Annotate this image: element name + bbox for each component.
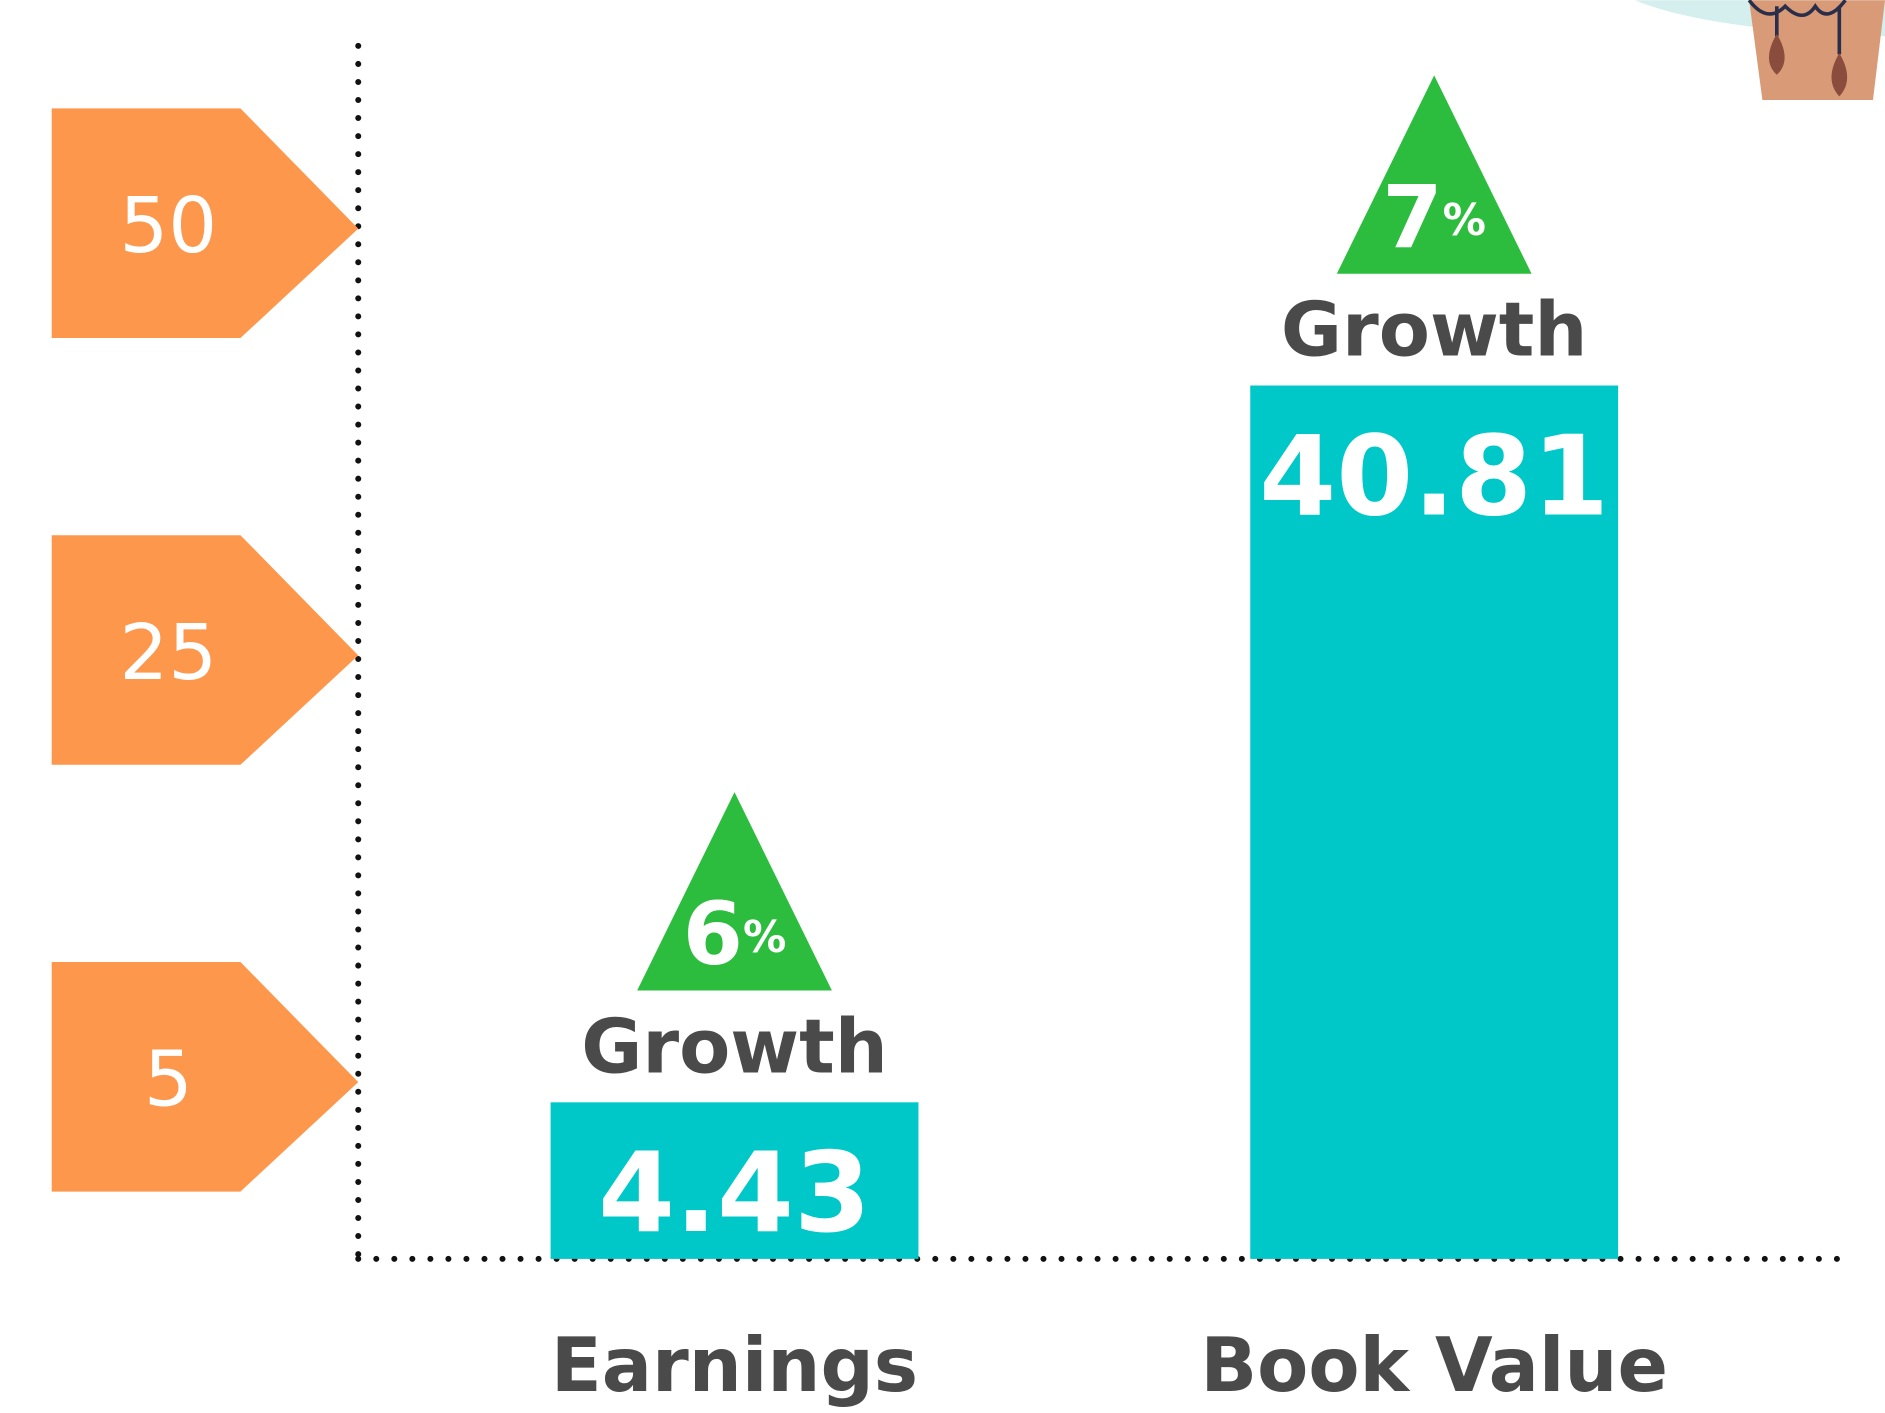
- growth-triangle: [1336, 75, 1532, 274]
- balloon-decoration: [1634, 0, 1885, 101]
- x-tick-label: Earnings: [551, 1322, 918, 1409]
- value-label: 4.43: [598, 1129, 871, 1258]
- y-tick-label: 5: [144, 1036, 193, 1125]
- growth-label: 6%: [683, 885, 787, 985]
- y-tick-label: 25: [119, 609, 217, 698]
- growth-number: 7: [1382, 168, 1442, 268]
- y-tick-tag: [51, 961, 359, 1192]
- y-tick-label: 50: [119, 182, 217, 271]
- y-tick-tag: [51, 535, 359, 765]
- bar: [550, 1102, 919, 1259]
- value-label: 40.81: [1259, 412, 1609, 541]
- x-tick-label: Book Value: [1200, 1322, 1668, 1409]
- growth-unit: %: [743, 913, 786, 963]
- growth-number: 6: [683, 885, 743, 985]
- growth-label: 7%: [1382, 168, 1486, 268]
- bar: [1250, 385, 1619, 1259]
- growth-unit: %: [1443, 196, 1486, 246]
- y-tick-tag: [51, 108, 359, 339]
- growth-text: Growth: [1281, 287, 1588, 374]
- growth-text: Growth: [581, 1003, 888, 1090]
- growth-triangle: [637, 792, 832, 991]
